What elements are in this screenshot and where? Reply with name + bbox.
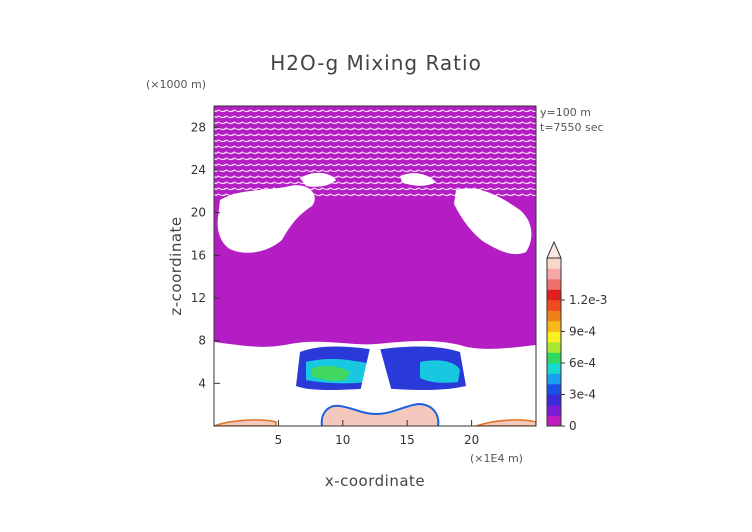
striation-line: [214, 187, 536, 191]
striation-line: [214, 115, 536, 119]
colorbar-label: 1.2e-3: [569, 293, 607, 307]
y-tick-label: 4: [198, 376, 206, 390]
colorbar-swatch: [547, 310, 561, 322]
y-tick-label: 28: [191, 120, 206, 134]
ground-moisture-edge: [320, 402, 440, 426]
chart-title: H2O-g Mixing Ratio: [270, 51, 482, 75]
dry-patch-left: [217, 185, 315, 253]
upper-striations: [214, 109, 536, 197]
colorbar-swatch: [547, 289, 561, 301]
plot-frame: [213, 105, 537, 427]
dry-patch-top-left: [300, 172, 336, 187]
y-unit-label: (×1000 m): [146, 78, 206, 91]
striation-line: [214, 127, 536, 131]
x-axis: 5 10 15 20: [275, 420, 479, 447]
y-axis-title: z-coordinate: [167, 216, 185, 315]
upper-moisture-layer: [214, 106, 536, 349]
x-tick-label: 10: [335, 433, 350, 447]
striation-line: [214, 151, 536, 155]
colorbar-swatch: [547, 331, 561, 343]
x-unit-label: (×1E4 m): [470, 452, 523, 465]
colorbar-swatch: [547, 384, 561, 395]
cloud-band-green: [312, 365, 350, 381]
x-tick-label: 15: [400, 433, 415, 447]
colorbar-swatch: [547, 405, 561, 416]
ground-left: [214, 419, 277, 426]
dry-patch-top-right: [400, 173, 436, 186]
striation-line: [214, 157, 536, 161]
heatmap-field: [214, 106, 536, 426]
striation-line: [214, 169, 536, 173]
cloud-band-cyan-right: [420, 360, 460, 383]
colorbar-label: 6e-4: [569, 356, 596, 370]
colorbar-swatch: [547, 279, 561, 290]
colorbar-label: 3e-4: [569, 388, 596, 402]
colorbar-extend-arrow: [546, 240, 562, 259]
colorbar-swatch: [547, 373, 561, 385]
colorbar-label: 0: [569, 419, 577, 433]
x-tick-label: 5: [275, 433, 283, 447]
y-tick-label: 8: [198, 334, 206, 348]
colorbar-swatch: [547, 415, 561, 427]
colorbar-swatch: [547, 268, 561, 280]
colorbar-swatch: [547, 394, 561, 406]
annotation-time: t=7550 sec: [540, 121, 604, 134]
x-tick-label: 20: [464, 433, 479, 447]
y-tick-label: 24: [191, 163, 206, 177]
striation-line: [214, 181, 536, 185]
y-tick-label: 12: [191, 291, 206, 305]
striation-line: [214, 133, 536, 137]
colorbar-swatch: [547, 321, 561, 332]
annotation-y: y=100 m: [540, 106, 591, 119]
striation-line: [214, 139, 536, 143]
striation-line: [214, 145, 536, 149]
colorbar: 0 3e-4 6e-4 9e-4 1.2e-3: [546, 240, 607, 433]
cloud-gap: [360, 348, 392, 392]
colorbar-label: 9e-4: [569, 325, 596, 339]
colorbar-swatch: [547, 363, 561, 374]
colorbar-swatch: [547, 300, 561, 311]
striation-line: [214, 121, 536, 125]
colorbar-swatch: [547, 352, 561, 364]
y-tick-label: 16: [191, 248, 206, 262]
y-axis: 4 8 12 16 20 24 28: [191, 120, 220, 390]
x-axis-title: x-coordinate: [325, 472, 425, 490]
dry-patch-right: [454, 188, 532, 255]
y-tick-label: 20: [191, 206, 206, 220]
striation-line: [214, 163, 536, 167]
colorbar-swatch: [547, 342, 561, 353]
striation-line: [214, 109, 536, 113]
striation-line: [214, 175, 536, 179]
ground-right: [475, 419, 536, 426]
colorbar-swatch: [547, 258, 561, 269]
